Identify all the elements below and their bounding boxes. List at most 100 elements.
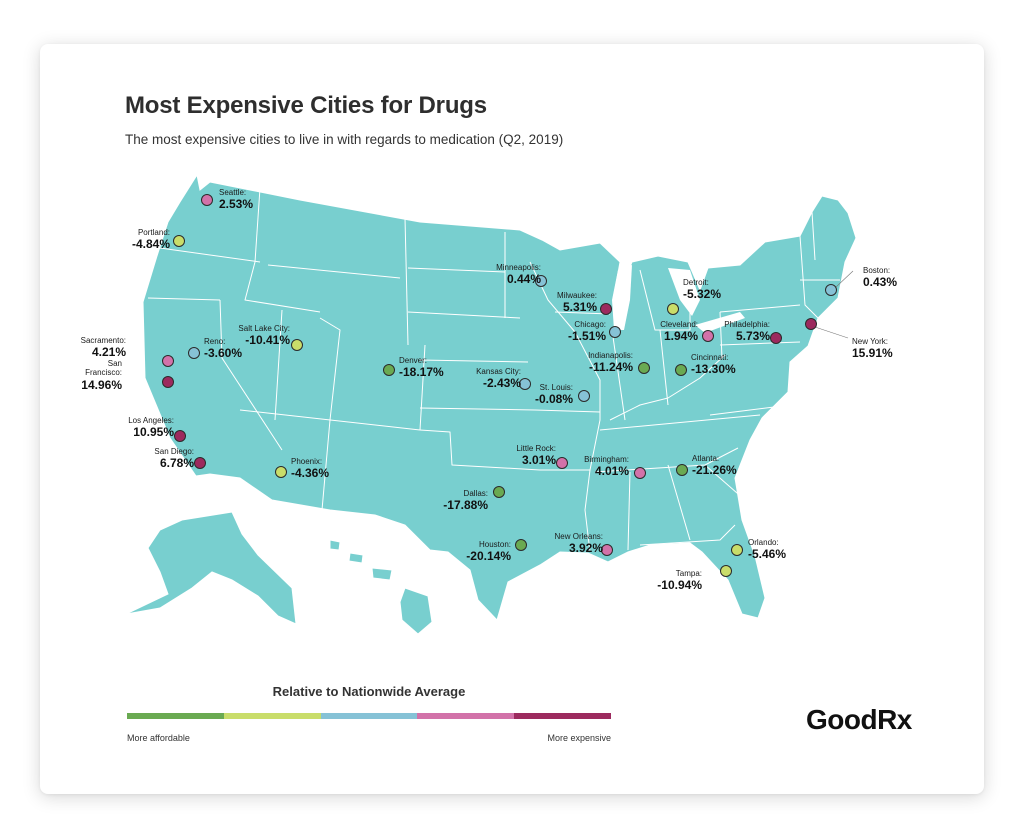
city-value: -21.26%	[692, 463, 737, 477]
border-wi-il	[554, 311, 611, 315]
border-fl-north	[639, 524, 736, 546]
city-value: 10.95%	[133, 425, 174, 439]
great-lakes	[612, 265, 745, 333]
border-nd-sd	[407, 267, 506, 273]
border-mo-ar	[534, 409, 601, 413]
city-marker	[638, 362, 650, 374]
city-value: 1.94%	[664, 329, 698, 343]
city-value: 14.96%	[81, 378, 122, 392]
city-denver: Denver:-18.17%	[383, 356, 444, 379]
city-name: Cincinnati:	[691, 353, 728, 362]
border-pa-south	[719, 341, 801, 346]
border-ks-ok	[419, 407, 536, 411]
city-value: -2.43%	[483, 376, 521, 390]
city-marker	[601, 544, 613, 556]
border-mississippi	[529, 261, 601, 553]
city-value: 2.53%	[219, 197, 253, 211]
city-value: -4.36%	[291, 466, 329, 480]
border-al-ga	[667, 464, 691, 541]
hawaii-big-island	[399, 587, 433, 635]
city-marker	[702, 330, 714, 342]
legend-swatch-5	[514, 713, 611, 719]
city-name: Houston:	[479, 540, 511, 549]
city-marker	[667, 303, 679, 315]
legend-swatch-4	[417, 713, 515, 719]
city-name: Minneapolis:	[496, 263, 541, 272]
border-ms-al	[627, 471, 631, 551]
city-value: -0.08%	[535, 392, 573, 406]
border-co-ut	[319, 317, 341, 421]
border-ohio-river	[609, 354, 726, 421]
city-value: -1.51%	[568, 329, 606, 343]
border-wa-or	[159, 247, 261, 263]
city-reno: Reno:-3.60%	[188, 337, 242, 360]
city-name: Phoenix:	[291, 457, 322, 466]
city-little-rock: Little Rock:3.01%	[516, 444, 568, 469]
city-boston: Boston:0.43%	[825, 266, 897, 296]
lake-michigan	[612, 265, 632, 330]
city-value: -5.32%	[683, 287, 721, 301]
city-value: -10.41%	[245, 333, 290, 347]
city-name: Kansas City:	[476, 367, 521, 376]
city-kansas-city: Kansas City:-2.43%	[476, 367, 531, 390]
city-san-diego: San Diego:6.78%	[154, 447, 206, 470]
city-name: Dallas:	[464, 489, 488, 498]
border-vt-nh	[811, 211, 816, 261]
city-cincinnati: Cincinnati:-13.30%	[675, 353, 736, 376]
border-ny-east	[799, 235, 819, 319]
city-name: Denver:	[399, 356, 427, 365]
city-value: -10.94%	[657, 578, 702, 592]
city-marker	[493, 486, 505, 498]
border-ga-sc	[704, 464, 746, 501]
city-marker	[825, 284, 837, 296]
border-co-ks	[419, 344, 426, 431]
city-marker	[556, 457, 568, 469]
city-name: Indianapolis:	[588, 351, 633, 360]
city-value: 4.21%	[92, 345, 126, 359]
border-ca-nv	[219, 299, 283, 451]
city-value: 4.01%	[595, 464, 629, 478]
city-name: Salt Lake City:	[238, 324, 290, 333]
city-salt-lake-city: Salt Lake City:-10.41%	[238, 324, 303, 351]
city-marker	[162, 376, 174, 388]
page-title: Most Expensive Cities for Drugs	[125, 92, 487, 119]
city-portland: Portland:-4.84%	[132, 228, 185, 251]
city-name: Milwaukee:	[557, 291, 597, 300]
city-marker	[770, 332, 782, 344]
city-value: 3.01%	[522, 453, 556, 467]
legend-left-label: More affordable	[127, 733, 190, 743]
city-indianapolis: Indianapolis:-11.24%	[588, 351, 650, 374]
city-value: 0.44%	[507, 272, 541, 286]
border-va-nc	[709, 404, 791, 416]
city-value: 3.92%	[569, 541, 603, 555]
border-il-in	[611, 329, 626, 421]
city-marker	[600, 303, 612, 315]
city-name: Portland:	[138, 228, 170, 237]
city-marker	[634, 467, 646, 479]
city-marker	[675, 364, 687, 376]
city-name-line-2: Francisco:	[85, 368, 122, 377]
city-value: 6.78%	[160, 456, 194, 470]
leader-line	[835, 270, 854, 288]
city-new-orleans: New Orleans:3.92%	[555, 532, 613, 556]
city-name: Chicago:	[574, 320, 606, 329]
legend-title: Relative to Nationwide Average	[272, 684, 466, 699]
city-milwaukee: Milwaukee:5.31%	[557, 291, 612, 315]
city-orlando: Orlando:-5.46%	[731, 538, 786, 561]
city-value: -11.24%	[589, 360, 633, 374]
city-value: -5.46%	[748, 547, 786, 561]
city-name: St. Louis:	[540, 383, 573, 392]
city-los-angeles: Los Angeles:10.95%	[128, 416, 186, 442]
city-marker	[194, 457, 206, 469]
city-atlanta: Atlanta:-21.26%	[676, 454, 737, 477]
city-name: Atlanta:	[692, 454, 719, 463]
legend-swatch-3	[320, 713, 418, 719]
city-houston: Houston:-20.14%	[466, 539, 527, 563]
city-value: -4.84%	[132, 237, 170, 251]
hawaii-kauai	[329, 539, 341, 551]
city-value: 5.31%	[563, 300, 597, 314]
city-marker	[201, 194, 213, 206]
city-detroit: Detroit:-5.32%	[667, 278, 721, 315]
border-az-nm	[321, 419, 331, 511]
